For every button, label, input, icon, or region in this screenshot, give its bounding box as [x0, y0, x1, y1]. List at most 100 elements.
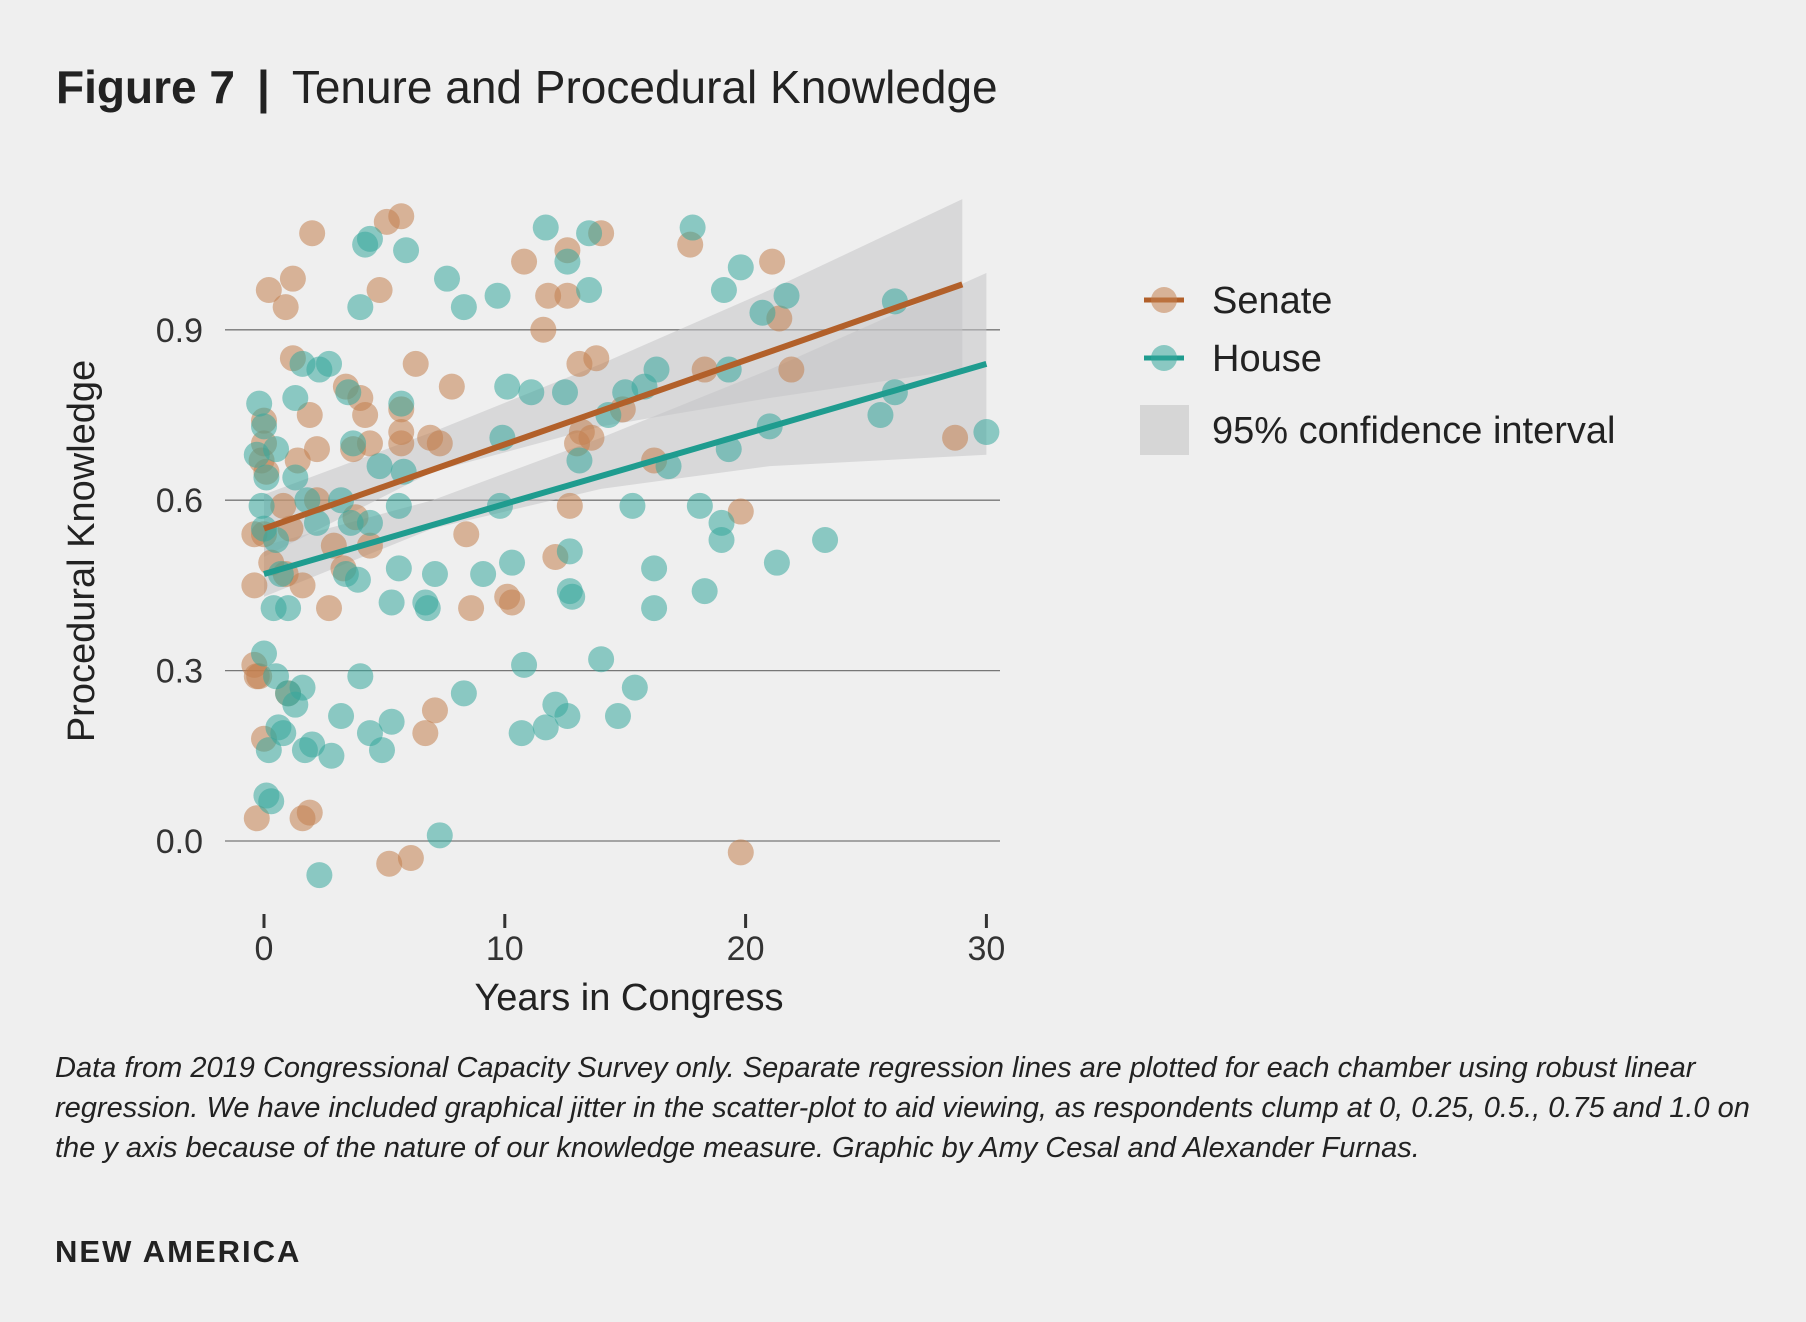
senate-point [942, 424, 969, 451]
senate-point [289, 572, 316, 599]
house-point [494, 373, 521, 400]
senate-point [578, 424, 605, 451]
house-point [318, 742, 345, 769]
senate-point [554, 282, 581, 309]
axes: 0.0 0.3 0.6 0.9 0 10 20 30 [156, 312, 1006, 968]
y-tick-label: 0.9 [156, 312, 203, 350]
data-points [241, 203, 1000, 889]
house-point [708, 509, 735, 536]
legend-house-label: House [1212, 338, 1322, 380]
house-point [556, 538, 583, 565]
y-tick-label: 0.6 [156, 482, 203, 520]
senate-point [296, 799, 323, 826]
legend-senate-marker [1151, 287, 1177, 313]
house-point [450, 680, 477, 707]
x-tick-label: 10 [486, 930, 524, 968]
y-tick-label: 0.3 [156, 653, 203, 691]
house-point [867, 402, 894, 428]
house-point [576, 220, 603, 247]
house-point [385, 555, 412, 582]
house-point [251, 413, 277, 440]
senate-point [255, 277, 282, 304]
senate-point [279, 265, 306, 292]
senate-point [426, 430, 453, 457]
house-point [450, 294, 477, 321]
regression-lines [263, 281, 988, 577]
house-point [619, 492, 646, 519]
house-point [253, 464, 280, 491]
senate-point [727, 498, 754, 525]
house-point [727, 254, 754, 281]
senate-point [366, 277, 393, 304]
senate-point [299, 220, 326, 247]
house-point [294, 487, 321, 514]
chart-title: Tenure and Procedural Knowledge [291, 61, 998, 113]
house-point [340, 430, 367, 457]
brand-logo: NEW AMERICA [55, 1234, 302, 1269]
senate-point [583, 345, 610, 372]
house-point [421, 561, 448, 588]
house-point [773, 282, 800, 309]
y-axis-label: Procedural Knowledge [61, 360, 103, 742]
senate-point [296, 402, 323, 428]
house-point [434, 265, 461, 292]
senate-point [352, 402, 379, 428]
house-point [282, 384, 309, 411]
house-point [470, 561, 497, 588]
house-point [337, 509, 364, 536]
senate-point [421, 697, 448, 724]
house-point [356, 225, 383, 252]
senate-point [759, 248, 786, 275]
house-point [621, 674, 648, 701]
x-tick-label: 20 [727, 930, 765, 968]
senate-point [397, 845, 424, 872]
house-point [641, 595, 668, 622]
legend: Senate House 95% confidence interval [1140, 280, 1615, 455]
house-point [282, 464, 309, 491]
title-separator: | [256, 61, 270, 113]
senate-point [376, 850, 403, 877]
legend-house-marker [1151, 345, 1177, 371]
senate-point [458, 595, 485, 622]
house-point [763, 549, 790, 576]
senate-point [241, 572, 268, 599]
house-point [347, 663, 374, 690]
house-point [710, 277, 737, 304]
house-point [378, 589, 405, 616]
house-point [282, 691, 309, 718]
house-point [532, 214, 559, 241]
senate-point [778, 356, 805, 383]
senate-point [412, 720, 439, 747]
house-regression-line [263, 360, 988, 577]
house-point [499, 549, 526, 576]
senate-point [270, 492, 297, 519]
x-axis-label: Years in Congress [474, 977, 783, 1019]
house-point [426, 822, 453, 849]
scatter-chart: 0.0 0.3 0.6 0.9 0 10 20 30 Years in Congress Pr… [61, 199, 1615, 1019]
house-point [641, 555, 668, 582]
house-point [328, 703, 355, 730]
figure-label: Figure 7 [56, 61, 235, 113]
legend-ci-label: 95% confidence interval [1212, 410, 1615, 452]
house-point [385, 492, 412, 519]
house-point [316, 350, 343, 377]
legend-senate-label: Senate [1212, 280, 1332, 322]
legend-ci-swatch [1140, 405, 1189, 455]
senate-point [388, 203, 415, 230]
house-point [643, 356, 670, 383]
senate-point [530, 316, 557, 343]
house-point [303, 509, 330, 536]
house-point [393, 237, 420, 264]
house-point [588, 646, 615, 673]
house-confidence-band [264, 273, 987, 597]
senate-point [535, 282, 562, 309]
y-tick-label: 0.0 [156, 823, 203, 861]
house-point [973, 419, 1000, 446]
house-point [554, 248, 581, 275]
house-point [691, 578, 718, 605]
senate-point [511, 248, 538, 275]
house-point [356, 509, 383, 536]
house-point [378, 708, 405, 735]
house-point [263, 436, 290, 463]
x-tick-label: 30 [967, 930, 1005, 968]
